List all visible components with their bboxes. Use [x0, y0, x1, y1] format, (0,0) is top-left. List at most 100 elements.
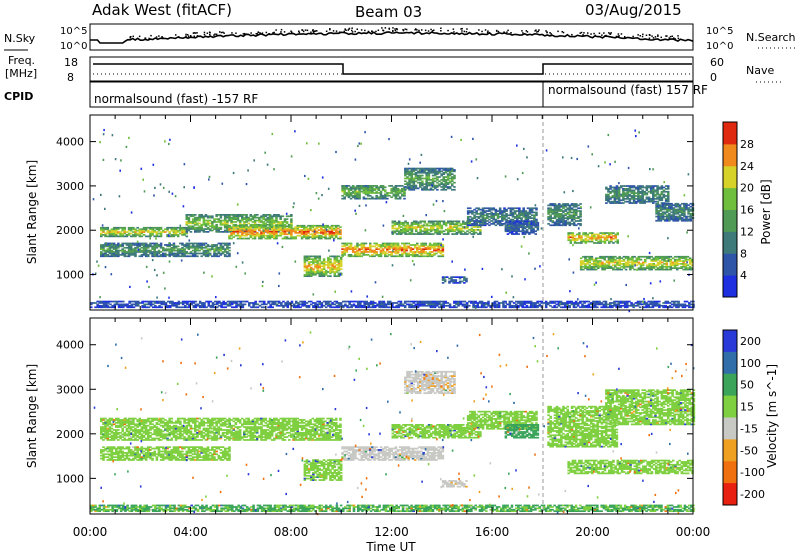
- data-cell: [603, 237, 607, 240]
- data-cell: [479, 230, 482, 233]
- data-cell: [535, 220, 538, 222]
- data-cell: [226, 246, 229, 249]
- data-cell: [202, 222, 206, 225]
- data-cell: [236, 226, 240, 229]
- data-cell: [406, 226, 409, 228]
- data-cell: [98, 306, 102, 309]
- noise-dot: [447, 29, 449, 32]
- data-cell: [474, 226, 478, 228]
- data-cell: [324, 269, 328, 272]
- noise-dot: [377, 29, 380, 31]
- data-cell: [343, 244, 346, 246]
- data-cell: [408, 231, 412, 234]
- data-cell: [115, 300, 119, 303]
- data-cell: [362, 190, 366, 193]
- data-cell: [595, 237, 598, 240]
- data-cell: [403, 246, 406, 249]
- data-cell: [358, 193, 361, 196]
- data-cell: [283, 226, 287, 229]
- data-cell: [187, 226, 191, 229]
- data-cell: [447, 221, 450, 224]
- data-cell: [682, 265, 685, 268]
- data-cell: [127, 246, 131, 249]
- data-cell: [228, 218, 231, 221]
- data-cell: [117, 249, 120, 252]
- data-cell: [403, 252, 406, 255]
- data-cell: [351, 246, 355, 249]
- data-cell: [440, 224, 444, 227]
- data-cell: [108, 242, 112, 245]
- data-cell: [228, 231, 231, 233]
- data-cell: [194, 218, 197, 221]
- data-cell: [249, 233, 253, 236]
- data-cell: [429, 169, 433, 171]
- data-cell: [266, 223, 270, 226]
- data-cell: [414, 177, 418, 180]
- data-cell: [573, 237, 577, 240]
- data-cell: [134, 254, 137, 256]
- data-cell: [568, 207, 572, 210]
- data-cell: [185, 223, 189, 226]
- data-cell: [349, 242, 353, 245]
- data-cell: [106, 255, 110, 258]
- data-cell: [256, 233, 259, 236]
- data-cell: [112, 255, 116, 258]
- data-cell: [592, 261, 596, 264]
- data-cell: [187, 255, 191, 258]
- data-cell: [434, 224, 437, 227]
- data-cell: [198, 229, 201, 232]
- data-cell: [436, 184, 439, 187]
- data-cell: [337, 237, 340, 240]
- data-cell: [446, 169, 450, 171]
- data-cell: [317, 234, 321, 237]
- data-cell: [494, 224, 498, 227]
- data-cell: [396, 194, 400, 197]
- data-cell: [264, 224, 268, 227]
- data-cell: [515, 230, 518, 233]
- data-cell: [427, 188, 431, 191]
- data-cell: [273, 225, 276, 228]
- data-cell: [315, 234, 319, 237]
- data-cell: [375, 254, 378, 256]
- data-cell: [189, 246, 193, 249]
- data-cell: [172, 244, 176, 246]
- data-cell: [560, 217, 563, 220]
- data-cell: [513, 211, 517, 214]
- data-cell: [258, 219, 261, 222]
- data-cell: [136, 251, 139, 253]
- data-cell: [599, 264, 602, 267]
- data-cell: [416, 242, 419, 245]
- data-cell: [511, 227, 514, 230]
- data-cell: [448, 181, 452, 184]
- data-cell: [181, 254, 184, 256]
- data-cell: [132, 249, 135, 252]
- data-cell: [364, 248, 368, 251]
- data-cell: [394, 242, 398, 245]
- data-cell: [406, 170, 409, 173]
- data-cell: [256, 214, 259, 216]
- data-cell: [599, 260, 602, 262]
- data-cell: [312, 273, 315, 276]
- data-cell: [413, 246, 417, 249]
- data-cell: [215, 218, 218, 221]
- data-cell: [475, 224, 478, 227]
- data-cell: [198, 246, 201, 249]
- data-cell: [307, 271, 311, 273]
- data-cell: [307, 236, 310, 239]
- data-cell: [169, 300, 172, 303]
- data-cell: [394, 193, 398, 196]
- data-cell: [277, 215, 280, 218]
- data-cell: [213, 249, 216, 252]
- data-cell: [661, 202, 665, 205]
- data-cell: [518, 214, 521, 217]
- data-cell: [369, 186, 372, 189]
- data-cell: [405, 252, 408, 255]
- data-cell: [452, 276, 455, 279]
- data-cell: [187, 216, 191, 219]
- data-cell: [373, 249, 376, 252]
- data-cell: [369, 245, 372, 248]
- data-cell: [426, 245, 430, 248]
- data-cell: [413, 244, 417, 246]
- data-cell: [320, 269, 324, 272]
- data-cell: [535, 221, 538, 224]
